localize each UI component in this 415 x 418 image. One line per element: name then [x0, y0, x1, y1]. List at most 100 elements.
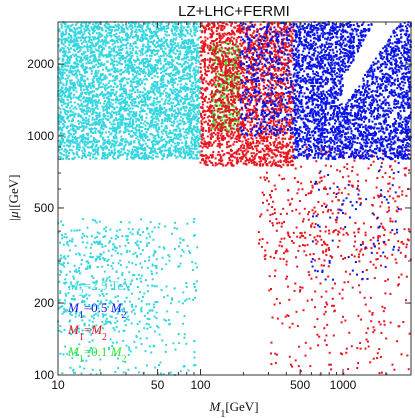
data-point [190, 144, 193, 147]
data-point [139, 134, 141, 137]
data-point [193, 141, 196, 144]
data-point [132, 253, 135, 256]
data-point [95, 115, 98, 117]
data-point [170, 124, 173, 127]
data-point [94, 122, 97, 125]
data-point [185, 151, 188, 154]
data-point [189, 153, 192, 156]
data-point [151, 113, 154, 116]
data-point [102, 42, 105, 45]
data-point [57, 122, 60, 125]
data-point [179, 237, 182, 240]
data-point [89, 140, 92, 143]
data-point [141, 119, 144, 121]
data-point [105, 67, 108, 70]
data-point [159, 57, 162, 60]
data-point [221, 24, 224, 27]
data-point [150, 108, 153, 111]
data-point [108, 348, 110, 351]
data-point [77, 120, 80, 122]
data-point [151, 144, 154, 147]
data-point [84, 294, 87, 297]
data-point [149, 152, 152, 154]
data-point [174, 105, 176, 108]
data-point [115, 246, 118, 249]
data-point [183, 333, 186, 336]
data-point [180, 38, 183, 41]
data-point [96, 101, 99, 104]
data-point [67, 130, 70, 132]
data-point [142, 143, 145, 146]
data-point [196, 97, 199, 100]
data-point [145, 29, 148, 32]
data-point [163, 52, 166, 55]
data-point [192, 152, 195, 155]
data-point [171, 58, 173, 61]
data-point [130, 80, 132, 83]
data-point [177, 138, 180, 140]
data-point [235, 109, 238, 112]
data-point [64, 33, 67, 36]
data-point [108, 92, 111, 95]
data-point [159, 151, 161, 154]
data-point [104, 25, 107, 27]
data-point [190, 35, 193, 38]
data-point [179, 99, 182, 102]
data-point [92, 317, 95, 320]
data-point [138, 28, 141, 31]
data-point [165, 319, 168, 322]
data-point [98, 120, 101, 122]
data-point [67, 36, 70, 39]
data-point [160, 38, 163, 41]
data-point [73, 125, 76, 128]
data-point [145, 50, 148, 52]
data-point [140, 122, 142, 124]
data-point [97, 153, 100, 156]
data-point [106, 259, 109, 262]
data-point [172, 33, 175, 36]
data-point [61, 86, 64, 89]
data-point [120, 29, 123, 32]
data-point [66, 88, 69, 91]
data-point [169, 49, 172, 52]
data-point [69, 270, 72, 273]
data-point [68, 89, 71, 92]
data-point [172, 48, 175, 51]
data-point [150, 34, 153, 37]
data-point [216, 58, 219, 61]
data-point [238, 112, 241, 115]
data-point [179, 262, 182, 265]
data-point [165, 343, 168, 346]
data-point [68, 69, 71, 72]
data-point [97, 241, 99, 244]
data-point [159, 104, 162, 107]
data-point [113, 48, 115, 51]
data-point [149, 49, 152, 52]
data-point [181, 29, 184, 32]
data-point [86, 226, 89, 229]
data-point [134, 35, 137, 38]
data-point [72, 93, 75, 96]
data-point [134, 263, 137, 266]
data-point [117, 45, 120, 48]
data-point [158, 29, 161, 32]
data-point [92, 138, 95, 141]
data-point [176, 27, 179, 30]
data-point [136, 52, 139, 55]
data-point [227, 122, 230, 125]
data-point [141, 91, 144, 94]
data-point [72, 141, 75, 144]
data-point [194, 59, 197, 61]
data-point [108, 52, 111, 55]
data-point [150, 156, 152, 159]
data-point [73, 81, 76, 84]
data-point [188, 126, 190, 128]
data-point [134, 154, 137, 157]
data-point [137, 286, 139, 288]
data-point [68, 145, 71, 148]
data-point [167, 73, 170, 75]
data-point [116, 312, 119, 315]
data-point [76, 229, 79, 232]
data-point [214, 114, 217, 116]
data-point [176, 227, 179, 230]
